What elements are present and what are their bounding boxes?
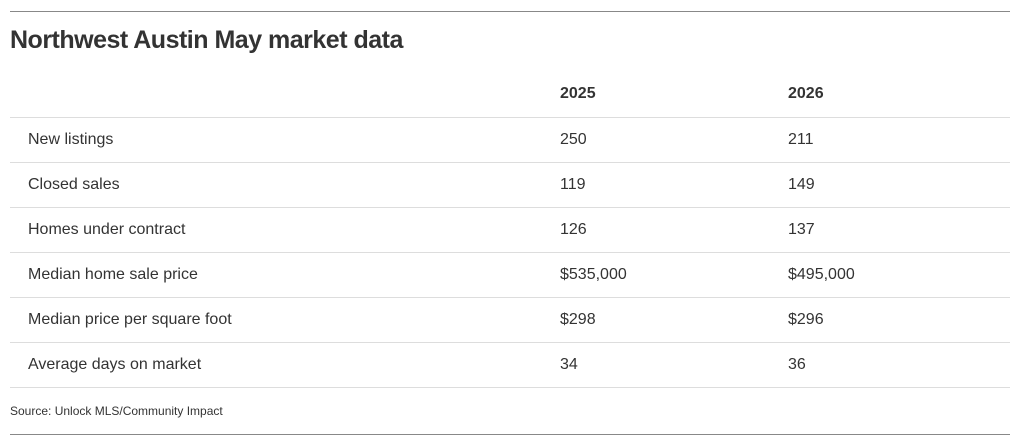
column-header: 2026 xyxy=(788,85,824,102)
table-row: New listings 250 211 xyxy=(10,118,1010,163)
table-row: Median home sale price $535,000 $495,000 xyxy=(10,253,1010,298)
row-label: Median home sale price xyxy=(28,266,198,283)
table-row: Average days on market 34 36 xyxy=(10,343,1010,388)
cell-value: $298 xyxy=(560,311,596,328)
cell-value: 211 xyxy=(788,131,814,148)
header-row: 2025 2026 xyxy=(10,70,1010,118)
cell-value: 250 xyxy=(560,131,587,148)
cell-value: 149 xyxy=(788,176,815,193)
cell-value: 119 xyxy=(560,176,586,193)
table-row: Homes under contract 126 137 xyxy=(10,208,1010,253)
cell-value: 126 xyxy=(560,221,587,238)
cell-value: 34 xyxy=(560,356,578,373)
table-row: Closed sales 119 149 xyxy=(10,163,1010,208)
top-rule xyxy=(10,11,1010,12)
column-header: 2025 xyxy=(560,85,596,102)
row-label: Average days on market xyxy=(28,356,202,373)
table-row: Median price per square foot $298 $296 xyxy=(10,298,1010,343)
row-label: New listings xyxy=(28,131,114,148)
row-label: Homes under contract xyxy=(28,221,186,238)
cell-value: $495,000 xyxy=(788,266,855,283)
cell-value: 36 xyxy=(788,356,806,373)
cell-value: 137 xyxy=(788,221,815,238)
row-label: Median price per square foot xyxy=(28,311,232,328)
bottom-rule xyxy=(10,434,1010,435)
title: Northwest Austin May market data xyxy=(10,26,403,54)
cell-value: $296 xyxy=(788,311,824,328)
table: 2025 2026 New listings 250 211 Closed sales 11… xyxy=(10,70,1010,388)
row-label: Closed sales xyxy=(28,176,120,193)
source: Source: Unlock MLS/Community Impact xyxy=(10,404,223,418)
cell-value: $535,000 xyxy=(560,266,627,283)
